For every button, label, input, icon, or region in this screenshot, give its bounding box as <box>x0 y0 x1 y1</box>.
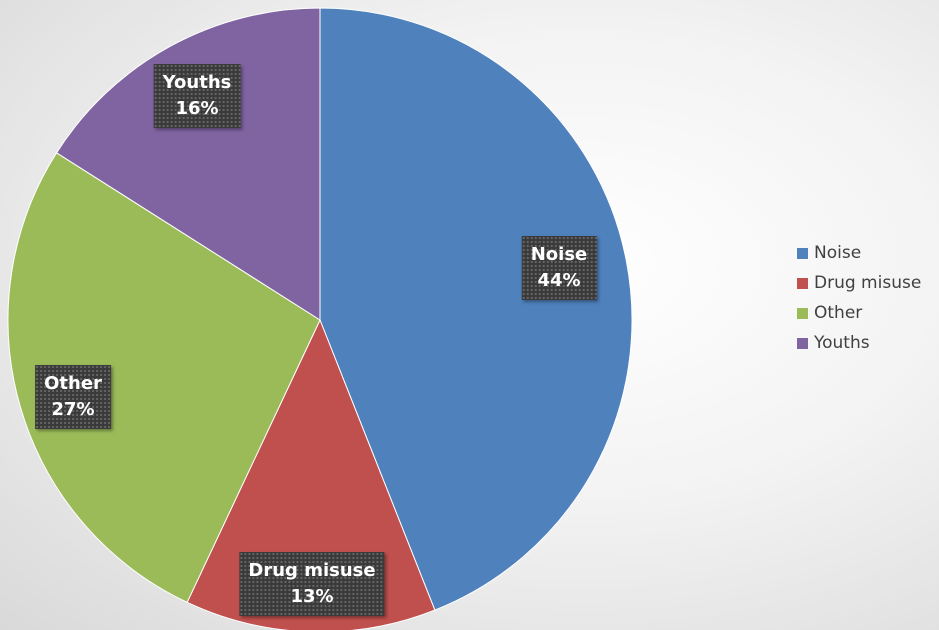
legend-swatch <box>797 337 808 349</box>
legend-label: Other <box>814 303 863 323</box>
legend-label: Noise <box>814 243 862 263</box>
legend-item-noise: Noise <box>797 238 921 268</box>
data-label-category: Noise <box>530 244 588 265</box>
legend-item-other: Other <box>797 298 921 328</box>
data-label-percent: 16% <box>175 98 219 119</box>
legend: Noise Drug misuse Other Youths <box>797 238 921 358</box>
legend-swatch <box>797 307 808 319</box>
legend-item-drug-misuse: Drug misuse <box>797 268 921 298</box>
data-label-other: Other 27% <box>35 365 111 429</box>
data-label-percent: 44% <box>537 270 581 291</box>
legend-label: Youths <box>814 333 870 353</box>
pie-slice-youths <box>55 7 321 321</box>
data-label-percent: 27% <box>51 399 95 420</box>
data-label-category: Other <box>44 373 102 394</box>
data-label-drug-misuse: Drug misuse 13% <box>239 552 385 616</box>
data-label-category: Drug misuse <box>248 560 376 581</box>
pie-slice-other <box>7 152 321 603</box>
legend-swatch <box>797 247 808 259</box>
data-label-category: Youths <box>162 72 232 93</box>
legend-item-youths: Youths <box>797 328 921 358</box>
legend-label: Drug misuse <box>814 273 922 293</box>
legend-swatch <box>797 277 808 289</box>
data-label-percent: 13% <box>290 586 334 607</box>
data-label-noise: Noise 44% <box>521 236 597 300</box>
data-label-youths: Youths 16% <box>153 64 241 128</box>
pie-slice-noise <box>319 7 633 611</box>
